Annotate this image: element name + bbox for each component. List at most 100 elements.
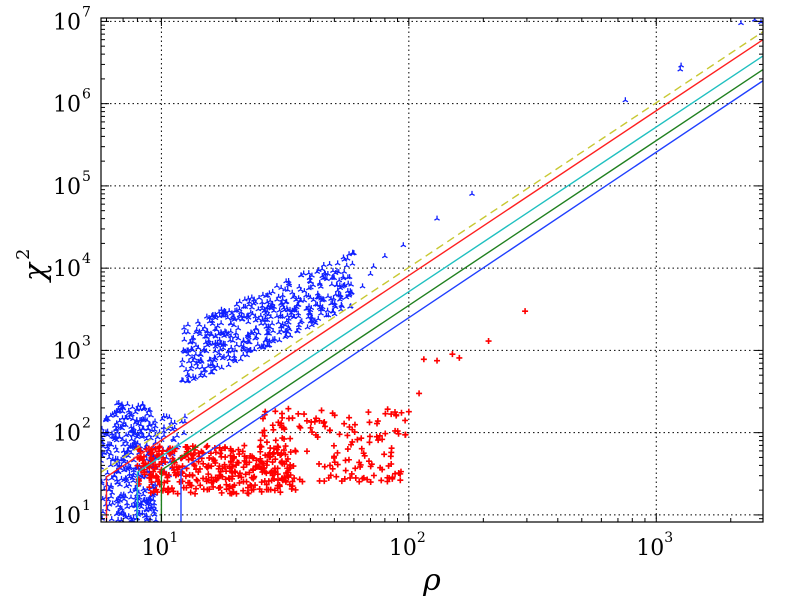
data-point-plus	[316, 417, 323, 424]
data-point-tri	[124, 401, 131, 407]
data-point-tri	[212, 348, 219, 354]
data-point-tri	[283, 318, 290, 324]
data-point-plus	[147, 489, 154, 496]
data-point-tri	[294, 327, 300, 334]
data-point-plus	[153, 463, 160, 470]
data-point-tri	[185, 351, 192, 357]
data-point-tri	[189, 347, 196, 353]
data-point-tri	[210, 363, 217, 369]
y-tick-label: 10	[53, 93, 81, 118]
data-point-plus	[270, 426, 277, 433]
data-point-tri	[295, 310, 302, 316]
data-point-tri	[195, 344, 202, 350]
axis-labels: ρ χ 2	[13, 249, 441, 598]
data-point-tri	[124, 466, 131, 472]
data-point-tri	[275, 293, 282, 299]
data-point-plus	[252, 482, 259, 489]
data-point-tri	[222, 312, 229, 318]
data-point-tri	[229, 337, 236, 344]
data-point-plus	[168, 485, 175, 492]
data-point-tri	[325, 293, 331, 299]
data-point-tri	[127, 488, 134, 494]
data-point-tri	[140, 406, 147, 412]
data-point-plus	[330, 442, 337, 449]
data-point-plus	[258, 479, 265, 486]
data-point-tri	[324, 307, 331, 313]
data-point-tri	[128, 494, 134, 500]
data-point-tri	[107, 451, 114, 457]
data-point-tri	[276, 307, 283, 313]
data-point-plus	[147, 450, 154, 457]
data-point-plus	[238, 474, 245, 481]
data-point-tri	[236, 312, 243, 318]
data-point-tri	[197, 352, 204, 358]
data-point-tri	[184, 371, 191, 377]
data-point-plus	[281, 435, 288, 442]
data-point-tri	[344, 255, 351, 261]
data-point-plus	[271, 475, 278, 482]
data-point-plus	[228, 468, 235, 475]
data-point-tri	[214, 363, 221, 369]
data-point-plus	[274, 482, 281, 489]
y-axis-label-base: χ	[18, 261, 53, 283]
data-point-tri	[265, 303, 272, 309]
data-point-tri	[260, 341, 267, 347]
frame-layer	[100, 17, 764, 523]
data-point-tri	[203, 348, 210, 354]
data-point-plus	[384, 406, 391, 413]
data-point-plus	[366, 419, 373, 426]
data-point-tri	[218, 364, 225, 370]
data-point-plus	[203, 444, 210, 451]
data-point-tri	[262, 315, 269, 321]
data-point-tri	[152, 418, 158, 424]
data-point-plus	[195, 458, 202, 465]
data-point-tri	[345, 280, 352, 286]
data-point-tri	[251, 346, 258, 352]
data-point-tri	[151, 503, 157, 510]
data-point-tri	[241, 296, 248, 302]
data-point-tri	[346, 274, 353, 280]
data-point-plus	[210, 483, 217, 490]
data-point-plus	[229, 483, 236, 490]
data-point-tri	[341, 256, 348, 262]
data-point-tri	[236, 298, 243, 304]
data-point-tri	[181, 430, 187, 436]
data-point-plus	[264, 458, 271, 465]
data-point-tri	[255, 315, 262, 321]
data-point-plus	[282, 443, 289, 450]
data-point-tri	[279, 292, 286, 298]
data-point-tri	[108, 516, 115, 522]
y-axis-label: χ 2	[13, 249, 53, 284]
data-point-plus	[193, 476, 200, 483]
data-point-plus	[280, 447, 287, 454]
data-point-tri	[103, 416, 109, 422]
data-point-plus	[218, 489, 225, 496]
data-point-tri	[275, 319, 282, 325]
data-point-plus	[241, 453, 248, 460]
data-point-plus	[348, 470, 355, 477]
data-point-plus	[180, 484, 187, 491]
data-point-tri	[227, 320, 234, 326]
data-point-plus	[240, 464, 247, 471]
data-point-plus	[222, 476, 229, 483]
data-point-plus	[218, 447, 225, 454]
data-point-tri	[283, 298, 290, 304]
data-point-tri	[125, 407, 132, 413]
data-point-tri	[117, 481, 123, 487]
data-point-plus	[189, 443, 196, 450]
data-point-tri	[381, 253, 388, 259]
data-point-plus	[187, 489, 194, 496]
data-point-tri	[190, 373, 196, 379]
data-point-plus	[326, 427, 333, 434]
data-point-plus	[373, 433, 380, 440]
data-point-tri	[161, 424, 167, 430]
data-point-tri	[129, 444, 136, 450]
data-point-plus	[321, 478, 328, 485]
data-point-plus	[253, 463, 260, 470]
data-point-plus	[250, 455, 257, 462]
y-tick-label: 10	[53, 339, 81, 364]
data-point-plus	[223, 481, 230, 488]
data-point-plus	[485, 338, 492, 345]
data-point-tri	[113, 447, 120, 453]
